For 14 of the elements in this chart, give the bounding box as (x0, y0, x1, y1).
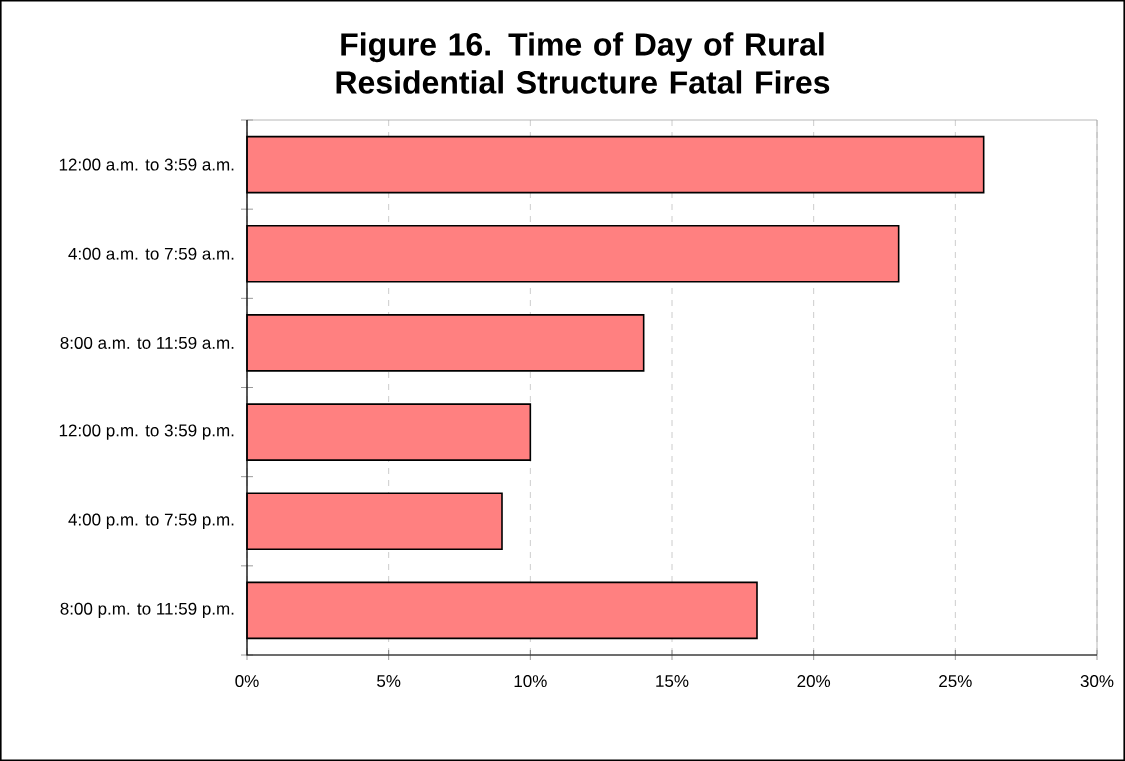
y-tick-label: 8:00 p.m. to 11:59 p.m. (60, 602, 234, 619)
x-tick-label: 25% (939, 675, 972, 688)
y-tick-label: 4:00 p.m. to 7:59 p.m. (68, 513, 234, 529)
x-tick-label: 10% (514, 675, 547, 688)
x-tick-label: 5% (377, 675, 401, 688)
x-tick-label: 30% (1080, 675, 1114, 688)
y-tick-label: 12:00 a.m. to 3:59 a.m. (59, 158, 234, 171)
x-tick-label: 15% (656, 675, 689, 688)
y-tick-label: 4:00 a.m. to 7:59 a.m. (68, 247, 234, 260)
x-tick-label: 0% (235, 675, 259, 688)
y-tick-label: 8:00 a.m. to 11:59 a.m. (60, 336, 234, 349)
y-tick-label: 12:00 p.m. to 3:59 p.m. (59, 424, 234, 440)
x-tick-label: 20% (797, 675, 831, 688)
chart-title: Figure 16. Time of Day of Rural Residential Structure Fatal Fires (336, 32, 830, 94)
